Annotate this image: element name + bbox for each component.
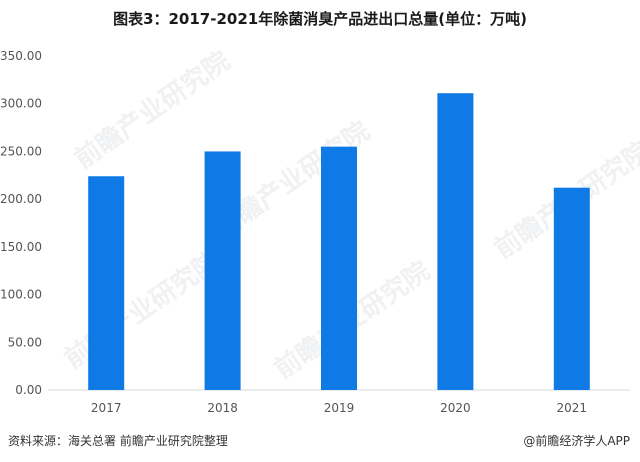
source-note: 资料来源：海关总署 前瞻产业研究院整理 [8,434,228,448]
x-tick-label: 2019 [324,401,355,415]
bar-2020 [437,93,474,391]
chart-title: 图表3：2017-2021年除菌消臭产品进出口总量(单位：万吨) [113,10,527,28]
y-tick-label: 200.00 [0,192,42,206]
credit-note: @前瞻经济学人APP [523,434,630,448]
y-tick-label: 250.00 [0,144,42,158]
x-tick-label: 2020 [440,401,471,415]
y-tick-label: 100.00 [0,288,42,302]
bar-2021 [553,187,590,390]
bar-chart: 0.00 50.00 100.00 150.00 200.00 250.00 300.00 3… [0,49,630,415]
bar-2018 [204,151,241,390]
y-tick-label: 50.00 [8,335,42,349]
y-tick-label: 0.00 [15,383,42,397]
x-tick-label: 2018 [207,401,238,415]
y-tick-label: 300.00 [0,97,42,111]
y-tick-label: 150.00 [0,240,42,254]
x-tick-label: 2021 [557,401,588,415]
x-tick-label: 2017 [91,401,122,415]
bar-2017 [88,176,125,390]
bar-2019 [321,146,357,390]
y-tick-label: 350.00 [0,49,42,63]
